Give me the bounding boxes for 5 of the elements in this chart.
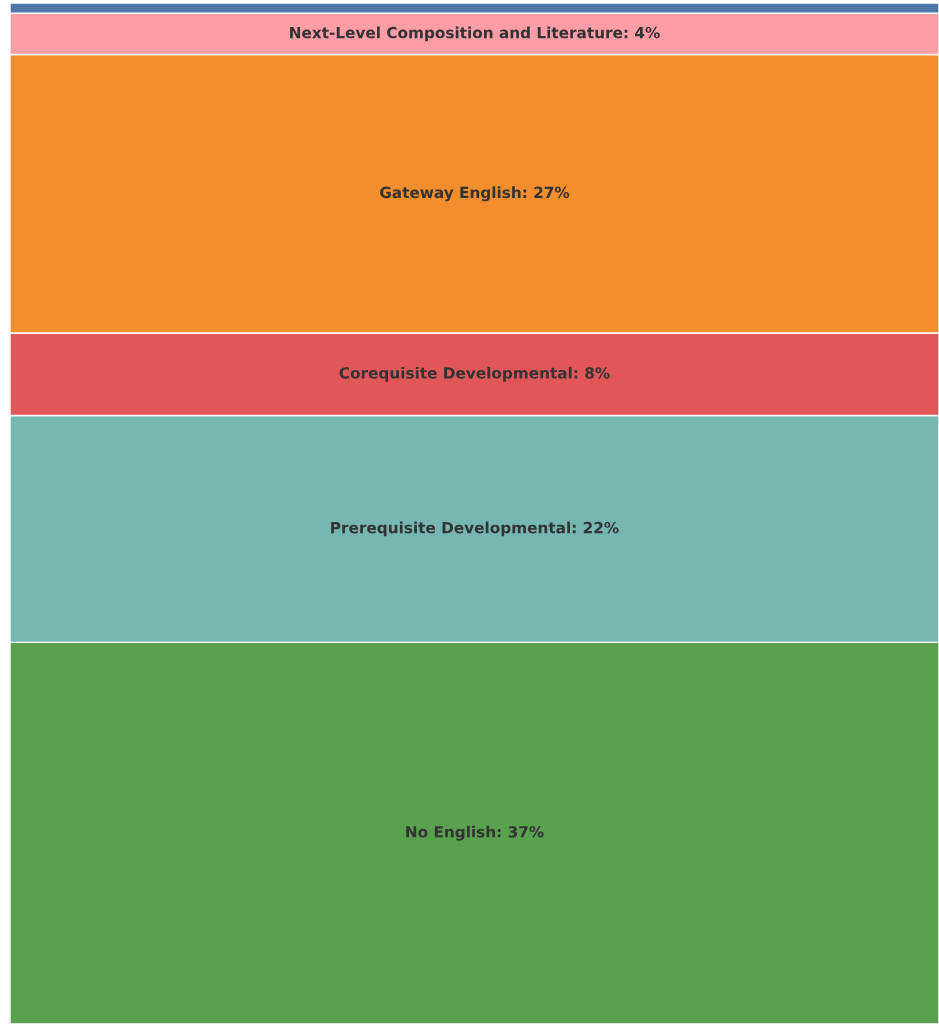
- data-label: Next-Level Composition and Literature: 4%: [290, 26, 660, 42]
- data-label: Gateway English: 27%: [380, 186, 570, 202]
- data-label: Prerequisite Developmental: 22%: [331, 521, 619, 537]
- data-label: Corequisite Developmental: 8%: [339, 366, 610, 382]
- data-label: No English: 37%: [406, 825, 544, 841]
